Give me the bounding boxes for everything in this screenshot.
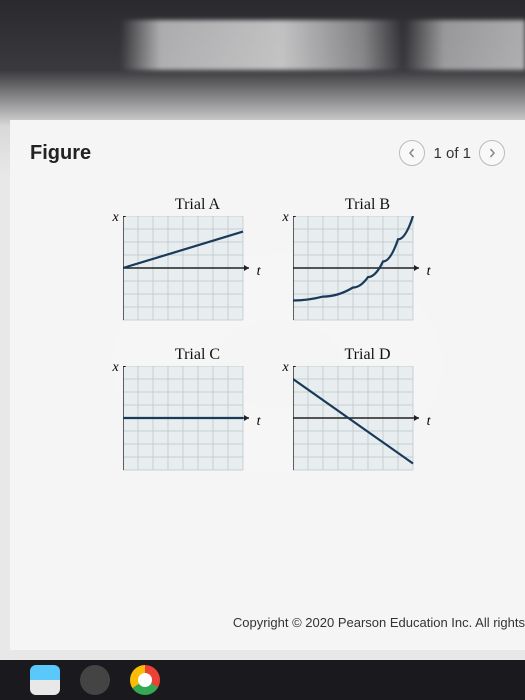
chart-area: xt [293,216,423,326]
chart-trial-d: Trial D xt [293,346,433,476]
chart-trial-b: Trial B xt [293,196,433,326]
macos-dock [0,660,525,700]
x-axis-label: t [257,414,261,430]
pager-prev-button[interactable] [399,140,425,166]
pager-text: 1 of 1 [433,145,471,162]
finder-icon[interactable] [30,665,60,695]
y-axis-label: x [283,210,289,226]
y-axis-label: x [113,210,119,226]
chart-area: xt [293,366,423,476]
chart-svg [123,366,253,476]
chart-title: Trial A [133,196,263,214]
charts-grid: Trial AxtTrial BxtTrial CxtTrial Dxt [123,196,433,476]
screen-glare [120,20,525,70]
chevron-right-icon [487,148,497,158]
chart-svg [123,216,253,326]
chart-title: Trial D [303,346,433,364]
figure-pager: 1 of 1 [399,140,505,166]
chart-svg [293,366,423,476]
charts-container: Trial AxtTrial BxtTrial CxtTrial Dxt [30,196,525,476]
chart-title: Trial C [133,346,263,364]
chart-area: xt [123,366,253,476]
chevron-left-icon [407,148,417,158]
x-axis-label: t [427,264,431,280]
dock-app-icon[interactable] [80,665,110,695]
figure-header: Figure 1 of 1 [30,140,525,166]
document-page: Figure 1 of 1 Trial AxtTrial BxtTrial Cx… [10,120,525,650]
pager-next-button[interactable] [479,140,505,166]
x-axis-label: t [257,264,261,280]
copyright-text: Copyright © 2020 Pearson Education Inc. … [233,615,525,630]
chart-trial-c: Trial C xt [123,346,263,476]
y-axis-label: x [113,360,119,376]
chart-trial-a: Trial A xt [123,196,263,326]
chart-area: xt [123,216,253,326]
chrome-icon[interactable] [130,665,160,695]
y-axis-label: x [283,360,289,376]
x-axis-label: t [427,414,431,430]
chart-svg [293,216,423,326]
chart-title: Trial B [303,196,433,214]
figure-title: Figure [30,142,91,165]
